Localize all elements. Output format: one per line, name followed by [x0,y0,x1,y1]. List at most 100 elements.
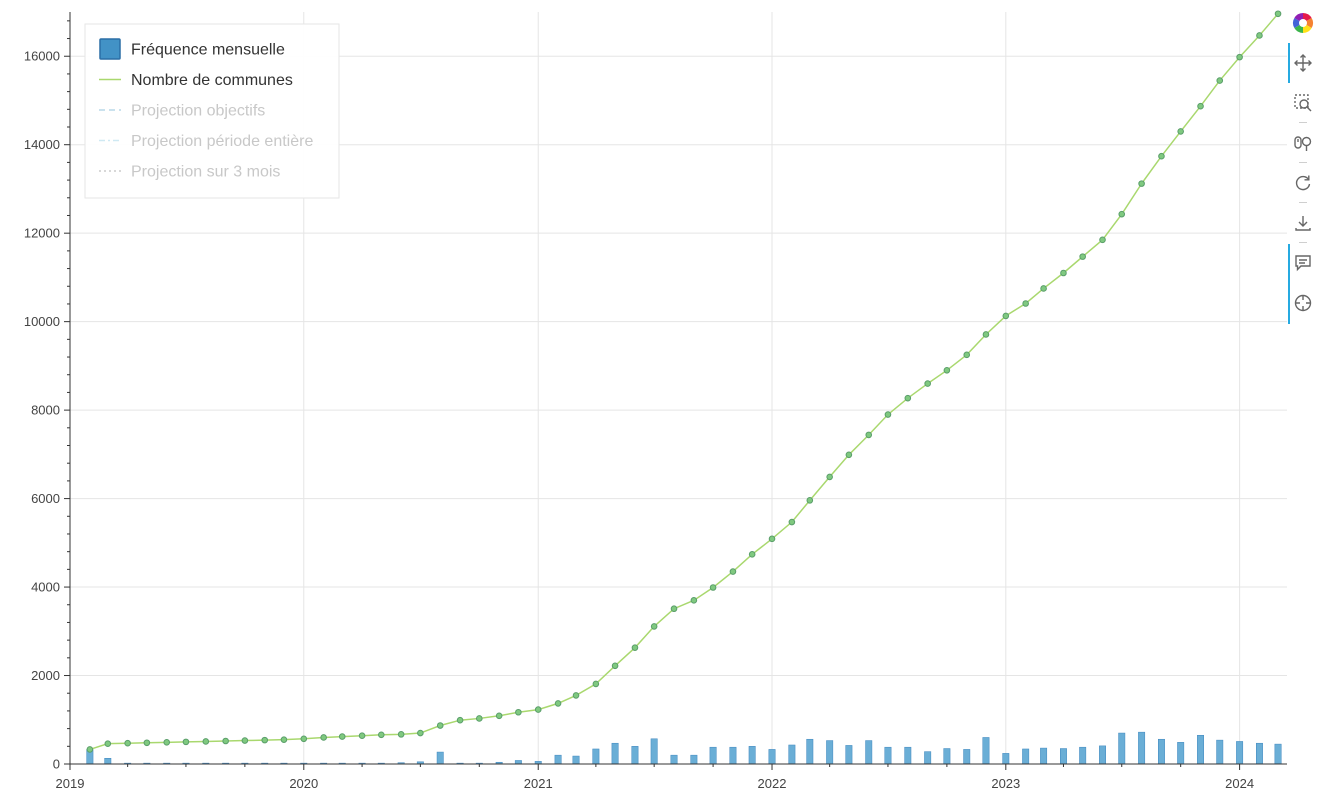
bar [1079,746,1087,765]
line-point [377,731,385,739]
line-point [690,597,698,604]
line-point [826,473,833,481]
crosshair-icon[interactable] [1292,292,1314,314]
line-point [554,700,562,707]
line-point [182,738,190,746]
bar [514,760,522,765]
y-tick-label: 8000 [31,403,60,418]
line-point [845,451,853,459]
bar [104,757,112,765]
line-point [670,605,678,613]
line-point [788,518,796,526]
line-point [963,351,971,359]
bar [1216,739,1224,765]
bar [1099,745,1106,765]
bar [943,748,951,765]
line-point [709,584,717,591]
bar [709,746,717,765]
grid-lines [70,12,1287,764]
reset-icon[interactable] [1292,172,1314,194]
bar [1118,732,1126,765]
y-tick-label: 12000 [24,226,60,241]
tool-active-indicator [1288,43,1290,83]
bar [729,746,737,765]
line-point [904,394,912,402]
legend-item-label: Projection sur 3 mois [131,164,280,181]
wheel-zoom-icon[interactable] [1292,132,1314,154]
line-point [768,535,776,543]
bar [1022,748,1030,765]
line-point [1118,210,1126,218]
line-point [650,623,658,630]
bar [904,746,912,765]
bar [436,751,444,765]
line-point [86,746,94,753]
legend[interactable]: Fréquence mensuelle Nombre de communes Pro… [84,23,340,199]
line-point [1022,300,1029,307]
bar [788,744,796,765]
line-point [1158,152,1165,160]
line-point [143,739,151,747]
line-point [631,644,639,651]
bar [592,748,600,765]
toolbar-divider [1299,122,1307,123]
line-point [417,729,424,737]
y-tick-label: 14000 [24,137,60,152]
bar [1256,742,1263,765]
line-point [611,662,619,670]
bar [572,755,580,765]
toolbar-divider [1299,202,1307,203]
pan-icon[interactable] [1292,52,1314,74]
line-point [202,738,210,745]
toolbar-divider [1299,242,1307,243]
line-point [456,716,464,724]
line-point [1079,253,1086,260]
line-point [572,692,580,699]
line-point [1002,312,1010,320]
line-point [397,731,405,738]
line-point [124,739,131,747]
save-icon[interactable] [1292,212,1314,234]
legend-item-label: Projection période entière [131,133,313,150]
bar [826,740,834,765]
line-point [1197,102,1204,110]
y-tick-label: 16000 [24,49,60,64]
bar [1040,747,1048,765]
line-point [806,497,814,504]
legend-glyph-bar [99,38,121,60]
chart-toolbar[interactable] [1288,0,1317,793]
x-tick-label: 2019 [56,776,85,791]
bar [1274,743,1282,765]
bar [806,738,814,765]
line-point [884,411,892,418]
legend-item-label: Projection objectifs [131,103,265,120]
line-point [320,734,327,741]
bar [1138,731,1146,765]
line-point [1236,53,1243,61]
bar [670,754,678,765]
hover-icon[interactable] [1292,252,1314,274]
bar [1236,741,1244,765]
line-point [515,708,522,716]
line-point [436,722,444,729]
line-point [943,367,951,374]
line-point [358,732,366,739]
bar [1158,738,1165,765]
bar [554,754,562,765]
box-zoom-icon[interactable] [1292,92,1314,114]
line-series-nombre-de-communes [86,10,1282,753]
chart-plot[interactable]: 0 2000 4000 6000 8000 10000 12000 14000 16000 201… [0,0,1288,793]
bar [924,751,932,765]
line-point [300,735,308,743]
line-point [1216,77,1224,84]
line-point [982,331,990,338]
bar [845,745,853,765]
x-tick-label: 2021 [524,776,553,791]
bokeh-logo-icon[interactable] [1292,12,1314,34]
legend-item-label: Nombre de communes [131,72,293,89]
bar [865,740,873,765]
line-point [475,715,483,722]
bar [963,749,971,765]
x-tick-label: 2022 [758,776,787,791]
bar [884,746,892,765]
